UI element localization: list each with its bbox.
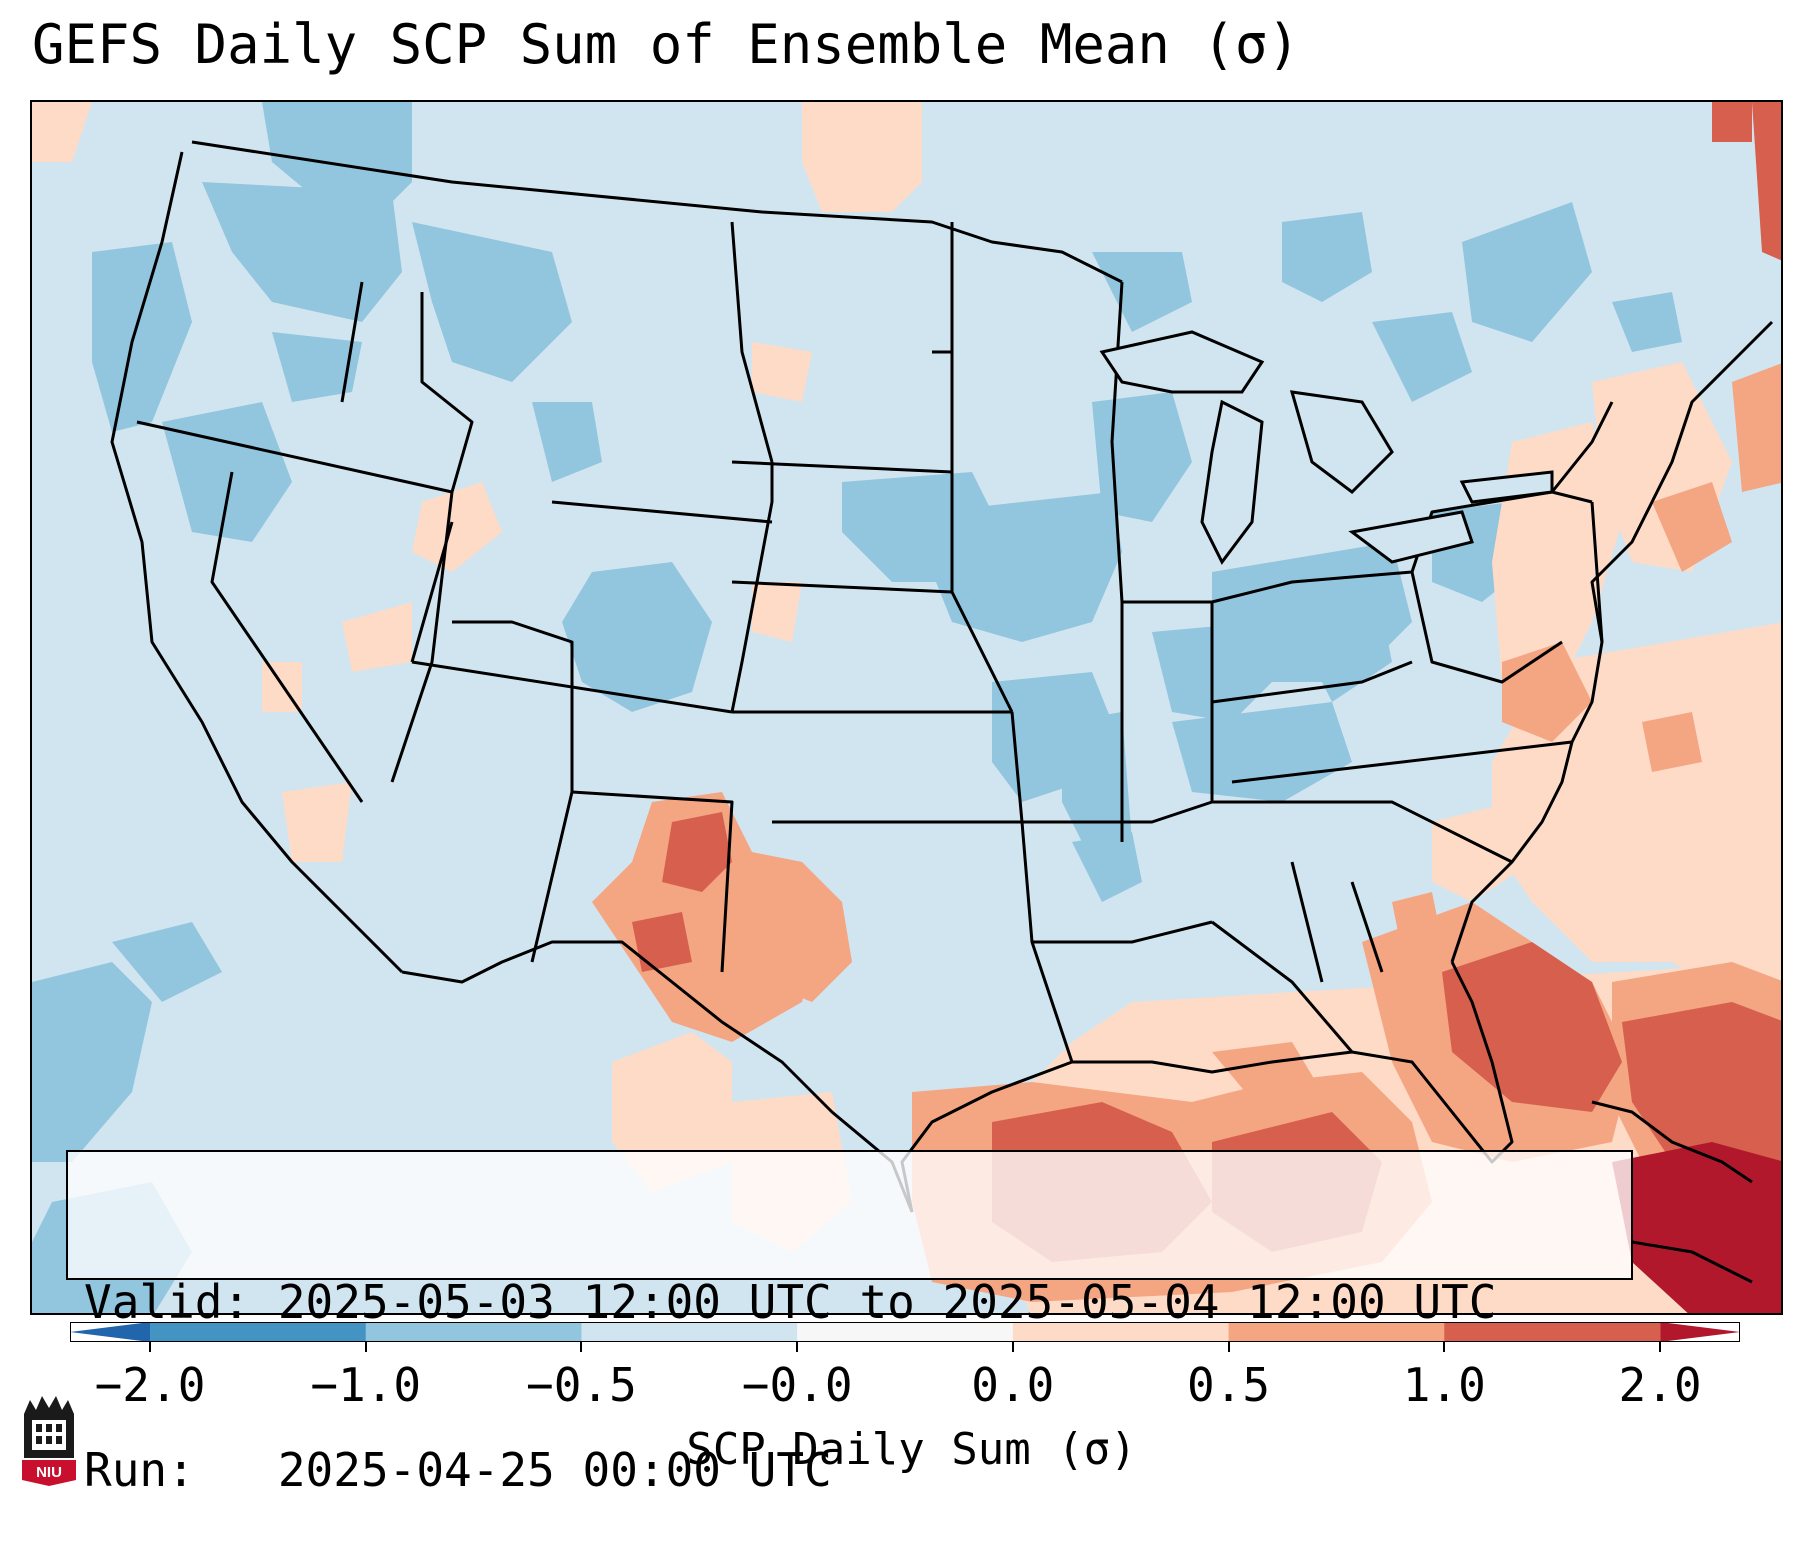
- colorbar-tick-mark: [580, 1342, 583, 1352]
- colorbar-tick-mark: [796, 1342, 799, 1352]
- colorbar-tick-label: −2.0: [94, 1358, 206, 1412]
- colorbar-segment: [1012, 1322, 1230, 1342]
- colorbar-extend-high: [1660, 1322, 1740, 1342]
- colorbar-tick-label: 0.5: [1187, 1358, 1271, 1412]
- colorbar-tick-label: 0.0: [971, 1358, 1055, 1412]
- colorbar-tick-label: 1.0: [1402, 1358, 1486, 1412]
- colorbar-segment: [581, 1322, 798, 1342]
- colorbar-segment: [1228, 1322, 1445, 1342]
- negative-anomaly-patches: [32, 102, 1682, 1313]
- map-title: GEFS Daily SCP Sum of Ensemble Mean (σ): [32, 13, 1300, 76]
- colorbar-tick-mark: [1443, 1342, 1446, 1352]
- colorbar-segment: [365, 1322, 582, 1342]
- colorbar: [70, 1322, 1740, 1342]
- colorbar-tick-mark: [364, 1342, 367, 1352]
- colorbar-segment: [1444, 1322, 1661, 1342]
- colorbar-tick-mark: [1227, 1342, 1230, 1352]
- colorbar-tick-label: −1.0: [310, 1358, 422, 1412]
- valid-run-info-box: Valid: 2025-05-03 12:00 UTC to 2025-05-0…: [66, 1150, 1633, 1497]
- colorbar-label: SCP Daily Sum (σ): [686, 1424, 1137, 1475]
- caribbean-islands: [1591, 1100, 1753, 1284]
- valid-time-text: Valid: 2025-05-03 12:00 UTC to 2025-05-0…: [84, 1275, 1497, 1329]
- colorbar-tick-label: −0.0: [741, 1358, 853, 1412]
- map-canvas: [32, 102, 1781, 1313]
- state-boundaries: [110, 140, 1774, 1213]
- colorbar-tick-label: 2.0: [1618, 1358, 1702, 1412]
- colorbar-segment: [150, 1322, 367, 1342]
- colorbar-graphic: [70, 1322, 1740, 1342]
- colorbar-tick-mark: [1011, 1342, 1014, 1352]
- extreme-positive-patch: [1612, 1142, 1781, 1313]
- colorbar-tick-label: −0.5: [526, 1358, 637, 1412]
- great-lakes: [1099, 330, 1554, 565]
- logo-text: NIU: [36, 1464, 62, 1481]
- colorbar-segment: [797, 1322, 1014, 1342]
- colorbar-tick-mark: [1659, 1342, 1661, 1352]
- niu-logo-icon: NIU: [22, 1396, 76, 1486]
- scp-map: [30, 100, 1783, 1315]
- colorbar-extend-low: [70, 1322, 150, 1342]
- colorbar-tick-mark: [149, 1342, 151, 1352]
- run-time-text: Run: 2025-04-25 00:00 UTC: [84, 1443, 832, 1497]
